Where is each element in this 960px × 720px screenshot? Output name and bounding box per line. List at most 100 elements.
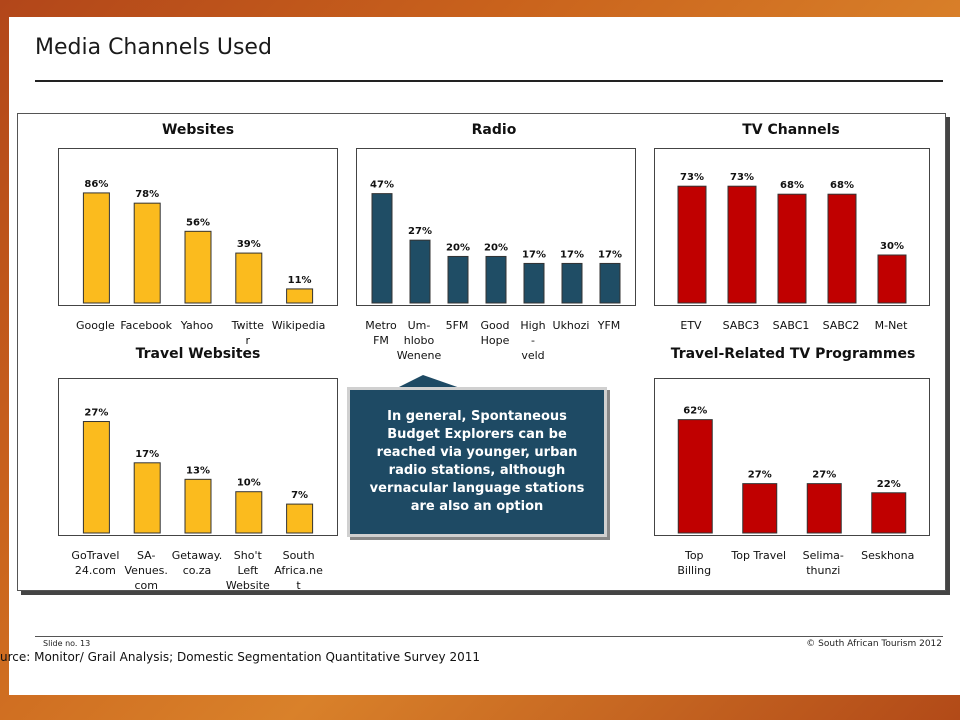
category-label: South Africa.ne t bbox=[274, 549, 323, 592]
bar bbox=[235, 252, 263, 304]
category-label: 5FM bbox=[445, 319, 469, 332]
chart-title-radio: Radio bbox=[471, 122, 517, 138]
category-label: Sho't Left Website bbox=[225, 549, 270, 592]
category-label: Um- hlobo Wenene bbox=[396, 319, 442, 362]
bar bbox=[133, 462, 161, 534]
data-label: 22% bbox=[877, 479, 901, 490]
bar bbox=[677, 419, 713, 534]
category-label: SABC1 bbox=[772, 319, 810, 332]
chart-websites-svg: 86% 78% 56% 39% 11% bbox=[82, 179, 314, 304]
category-label: Facebook bbox=[120, 319, 173, 332]
data-label: 39% bbox=[237, 239, 261, 250]
category-label: Wikipedia bbox=[271, 319, 326, 332]
category-label: Selima- thunzi bbox=[802, 549, 844, 577]
bar bbox=[561, 262, 583, 304]
data-label: 30% bbox=[880, 241, 904, 252]
category-label: Seskhona bbox=[861, 549, 915, 562]
category-label: Twitte r bbox=[231, 319, 264, 347]
category-label: Yahoo bbox=[180, 319, 214, 332]
source-note: urce: Monitor/ Grail Analysis; Domestic … bbox=[0, 650, 481, 664]
chart-title-websites: Websites bbox=[161, 122, 235, 138]
page-title: Media Channels Used bbox=[35, 35, 272, 60]
data-label: 27% bbox=[84, 408, 108, 419]
data-label: 7% bbox=[291, 490, 308, 501]
callout-pointer bbox=[395, 375, 463, 389]
chart-tv-channels: 73% 73% 68% 68% 30% bbox=[654, 148, 930, 306]
data-label: 10% bbox=[237, 478, 261, 489]
category-label: Good Hope bbox=[480, 319, 510, 347]
chart-travel-tv-svg: 62% 27% 27% 22% bbox=[677, 406, 907, 534]
category-label: SABC2 bbox=[822, 319, 860, 332]
chart-travel-websites: 27% 17% 13% 10% 7% bbox=[58, 378, 338, 536]
data-label: 78% bbox=[135, 189, 159, 200]
data-label: 17% bbox=[522, 249, 546, 260]
category-label: Google bbox=[76, 319, 115, 332]
category-label: Top Billing bbox=[677, 549, 712, 577]
chart-radio: 47% 27% 20% 20% 17% 17% 17% bbox=[356, 148, 636, 306]
bar bbox=[184, 230, 212, 304]
category-label: SABC3 bbox=[722, 319, 760, 332]
chart-tv-channels-svg: 73% 73% 68% 68% 30% bbox=[677, 172, 907, 304]
data-label: 56% bbox=[186, 217, 210, 228]
data-label: 17% bbox=[598, 249, 622, 260]
footer-divider bbox=[35, 636, 943, 637]
category-label: Getaway. co.za bbox=[171, 549, 223, 577]
data-label: 27% bbox=[408, 226, 432, 237]
category-label: ETV bbox=[680, 319, 702, 332]
bar bbox=[871, 492, 907, 534]
category-label: M-Net bbox=[874, 319, 908, 332]
bar bbox=[599, 262, 621, 304]
category-label: YFM bbox=[597, 319, 621, 332]
chart-travel-tv: 62% 27% 27% 22% bbox=[654, 378, 930, 536]
bar bbox=[286, 503, 314, 534]
data-label: 13% bbox=[186, 465, 210, 476]
slide-number: Slide no. 13 bbox=[43, 639, 91, 648]
data-label: 47% bbox=[370, 180, 394, 191]
data-label: 73% bbox=[730, 172, 754, 183]
data-label: 20% bbox=[446, 242, 470, 253]
data-label: 86% bbox=[84, 179, 108, 190]
data-label: 68% bbox=[830, 180, 854, 191]
bar bbox=[447, 255, 469, 304]
bar bbox=[82, 192, 110, 304]
category-label: Ukhozi bbox=[552, 319, 590, 332]
chart-title-travel-tv: Travel-Related TV Programmes bbox=[670, 346, 916, 362]
chart-websites: 86% 78% 56% 39% 11% bbox=[58, 148, 338, 306]
bar bbox=[133, 202, 161, 304]
bar bbox=[727, 185, 757, 304]
insight-callout: In general, Spontaneous Budget Explorers… bbox=[347, 387, 607, 537]
bar bbox=[371, 193, 393, 304]
bar bbox=[82, 421, 110, 534]
bar bbox=[742, 483, 778, 534]
category-label: SA- Venues. com bbox=[124, 549, 168, 592]
category-label: GoTravel 24.com bbox=[71, 549, 120, 577]
chart-travel-websites-svg: 27% 17% 13% 10% 7% bbox=[82, 408, 314, 534]
chart-title-tv-channels: TV Channels bbox=[742, 122, 840, 138]
bar bbox=[235, 491, 263, 534]
bar bbox=[777, 193, 807, 304]
bar bbox=[409, 239, 431, 304]
data-label: 73% bbox=[680, 172, 704, 183]
bar bbox=[523, 262, 545, 304]
category-label: Top Travel bbox=[731, 549, 787, 562]
data-label: 62% bbox=[683, 406, 707, 417]
category-label: High - veld bbox=[520, 319, 546, 362]
title-divider bbox=[35, 80, 943, 82]
data-label: 27% bbox=[812, 470, 836, 481]
data-label: 20% bbox=[484, 242, 508, 253]
data-label: 11% bbox=[288, 275, 312, 286]
bar bbox=[184, 478, 212, 534]
bar bbox=[286, 288, 314, 304]
data-label: 17% bbox=[135, 449, 159, 460]
slide: Media Channels Used Websites 86% 78% 56% 39… bbox=[9, 17, 960, 695]
bar bbox=[677, 185, 707, 304]
bar bbox=[877, 254, 907, 304]
chart-radio-svg: 47% 27% 20% 20% 17% 17% 17% bbox=[370, 180, 622, 304]
data-label: 68% bbox=[780, 180, 804, 191]
bar bbox=[485, 255, 507, 304]
category-label: Metro FM bbox=[365, 319, 397, 347]
chart-title-travel-websites: Travel Websites bbox=[135, 346, 261, 362]
charts-container: Websites 86% 78% 56% 39% 11% Google Facebook Y… bbox=[17, 113, 946, 592]
data-label: 27% bbox=[748, 470, 772, 481]
